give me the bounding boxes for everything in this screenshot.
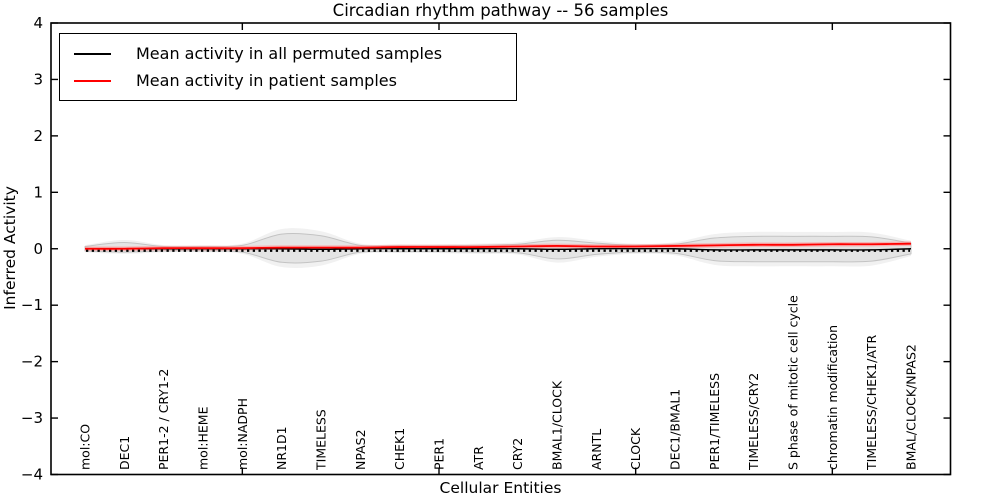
category-label: PER1-2 / CRY1-2 <box>156 369 171 470</box>
legend-item-label: Mean activity in all permuted samples <box>136 44 443 63</box>
y-tick-label: 4 <box>33 14 43 32</box>
category-label: CHEK1 <box>392 428 407 470</box>
category-label: BMAL1/CLOCK <box>549 380 564 470</box>
y-tick-label: −2 <box>21 353 43 371</box>
y-tick-label: 1 <box>33 183 43 201</box>
y-tick-label: −4 <box>21 466 43 484</box>
y-tick-label: −3 <box>21 409 43 427</box>
category-label: TIMELESS <box>313 409 328 471</box>
category-label: ATR <box>471 446 486 470</box>
x-axis-label: Cellular Entities <box>439 479 562 497</box>
y-tick-label: 2 <box>33 127 43 145</box>
patient-mean-line <box>84 242 912 250</box>
category-label: NPAS2 <box>353 429 368 470</box>
legend-item: Mean activity in patient samples <box>74 67 516 94</box>
category-label: mol:NADPH <box>235 398 250 470</box>
y-tick-label: 3 <box>33 70 43 88</box>
category-label: NR1D1 <box>274 426 289 470</box>
category-label: TIMELESS/CHEK1/ATR <box>864 334 879 471</box>
legend-item-label: Mean activity in patient samples <box>136 71 397 90</box>
category-label: CLOCK <box>628 427 643 470</box>
category-label: TIMELESS/CRY2 <box>746 373 761 471</box>
category-label: S phase of mitotic cell cycle <box>785 295 800 470</box>
legend-item: Mean activity in all permuted samples <box>74 40 516 67</box>
category-label: DEC1/BMAL1 <box>667 389 682 470</box>
category-label: PER1/TIMELESS <box>707 373 722 470</box>
chart-title: Circadian rhythm pathway -- 56 samples <box>332 1 669 20</box>
y-axis-label: Inferred Activity <box>1 186 19 310</box>
legend-line-swatch-permuted <box>74 52 111 55</box>
category-label: mol:CO <box>78 424 93 470</box>
category-label: ARNTL <box>589 429 604 470</box>
category-label: BMAL/CLOCK/NPAS2 <box>903 344 918 470</box>
category-label: DEC1 <box>117 436 132 470</box>
legend-line-swatch-patient <box>74 79 111 82</box>
legend: Mean activity in all permuted samples Me… <box>59 33 517 101</box>
y-tick-label: −1 <box>21 296 43 314</box>
category-label: mol:HEME <box>195 406 210 470</box>
category-label: CRY2 <box>510 438 525 470</box>
y-tick-label: 0 <box>33 240 43 258</box>
category-label: chromatin modification <box>825 325 840 470</box>
category-label: PER1 <box>431 438 446 470</box>
